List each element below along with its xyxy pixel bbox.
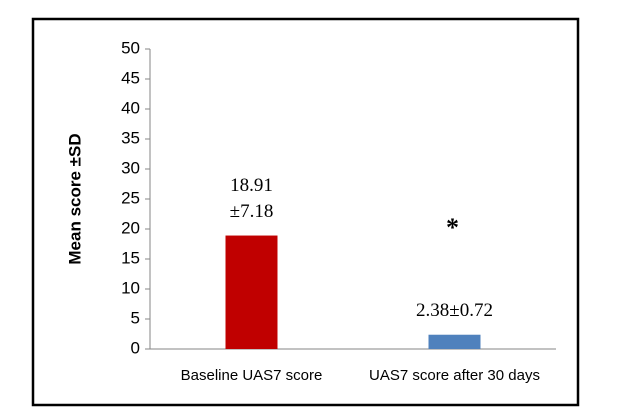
data-label: ±7.18 — [230, 201, 274, 222]
x-tick-label: UAS7 score after 30 days — [369, 367, 540, 384]
y-tick-label: 35 — [121, 128, 140, 147]
y-tick-label: 25 — [121, 188, 140, 207]
y-tick-label: 50 — [121, 38, 140, 57]
y-tick-label: 30 — [121, 158, 140, 177]
y-tick-label: 45 — [121, 68, 140, 87]
data-label: 2.38±0.72 — [416, 300, 493, 321]
chart-border — [31, 17, 580, 407]
y-tick-label: 20 — [121, 218, 140, 237]
y-tick-label: 10 — [121, 278, 140, 297]
y-tick-label: 0 — [131, 338, 140, 357]
y-tick-label: 40 — [121, 98, 140, 117]
annotation: * — [446, 213, 459, 242]
data-label: 18.91 — [230, 175, 273, 196]
y-tick-label: 15 — [121, 248, 140, 267]
bar — [225, 235, 278, 349]
x-tick-label: Baseline UAS7 score — [181, 367, 323, 384]
y-tick-label: 5 — [131, 308, 140, 327]
bar — [428, 334, 481, 349]
y-axis-label: Mean score ±SD — [65, 133, 84, 264]
